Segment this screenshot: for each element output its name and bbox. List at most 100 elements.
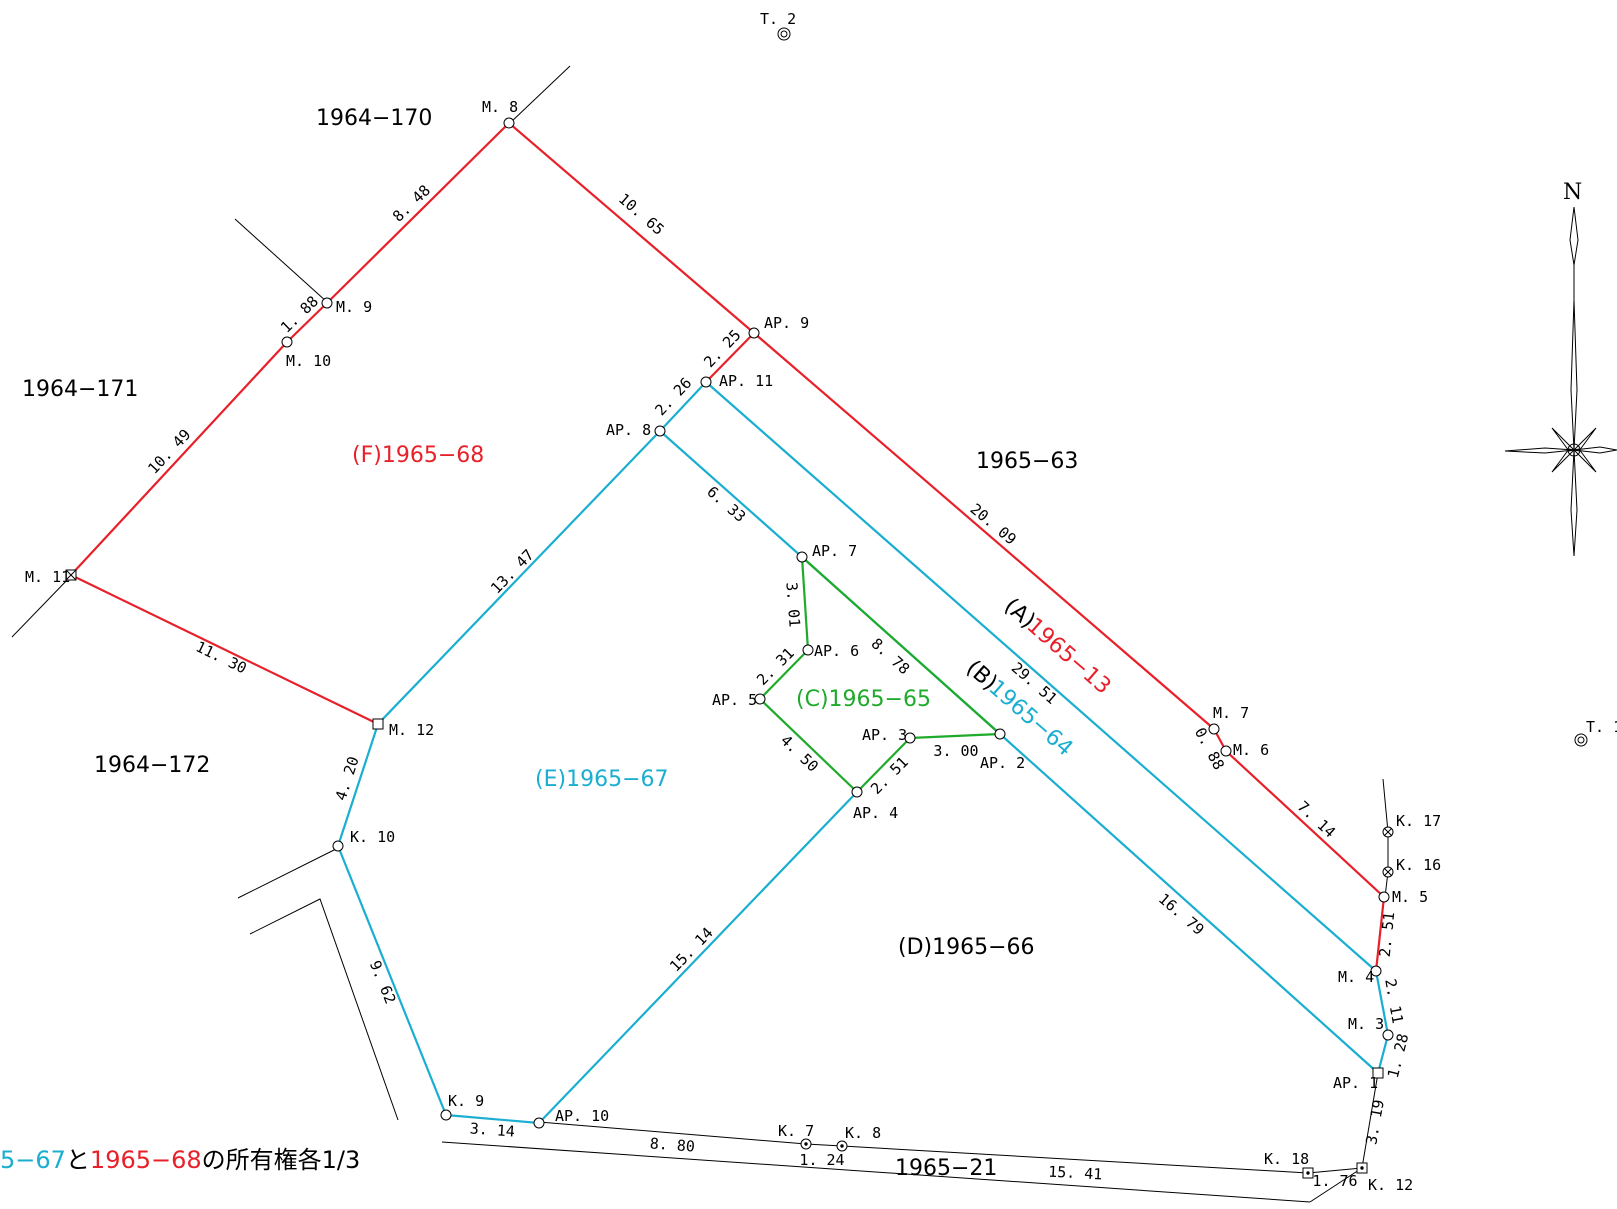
- parcel-a: (A) 1965−13: [999, 594, 1115, 700]
- label-t1: T. 1: [1586, 718, 1617, 736]
- marker-m3: [1382, 1029, 1394, 1041]
- marker-k16-x2: [1384, 868, 1392, 876]
- label-ap9: AP. 9: [764, 314, 809, 332]
- label-ap8: AP. 8: [606, 421, 651, 439]
- marker-ap9: [748, 327, 760, 339]
- label-ap11: AP. 11: [719, 372, 773, 390]
- label-m8: M. 8: [482, 98, 518, 116]
- marker-m9: [321, 297, 333, 309]
- marker-t2-inner: [780, 30, 788, 38]
- ref-line-k12-south: [1309, 1167, 1363, 1203]
- marker-k8-dot: [840, 1144, 844, 1148]
- marker-ap6: [802, 644, 814, 656]
- markers: [65, 27, 1588, 1179]
- ref-line-k18-k8: [841, 1145, 1309, 1174]
- ref-line-m9: [234, 218, 328, 303]
- ref-line-k17-north: [1382, 778, 1389, 833]
- north-arrow-center: [1567, 443, 1581, 457]
- label-ap10: AP. 10: [555, 1107, 609, 1125]
- parcel-f-prefix: (F): [352, 443, 382, 468]
- label-m11: M. 11: [25, 568, 70, 586]
- north-arrow-diag-3: [1572, 448, 1597, 473]
- label-m6: M. 6: [1233, 741, 1269, 759]
- label-ap1: AP. 1: [1333, 1074, 1378, 1092]
- parcel-labels: 1964−170 1964−171 1964−172 1965−63 1965−…: [22, 106, 1115, 1181]
- ref-line-k8-k7: [805, 1143, 843, 1147]
- north-arrow-east-spike: [1573, 446, 1617, 454]
- parcel-1964-170: 1964−170: [316, 106, 432, 131]
- marker-t1-inner: [1577, 736, 1585, 744]
- marker-k12-dot: [1360, 1166, 1364, 1170]
- parcel-1965-21: 1965−21: [895, 1156, 997, 1181]
- marker-ap5: [754, 693, 766, 705]
- marker-k7-dot: [804, 1142, 808, 1146]
- label-m5: M. 5: [1392, 888, 1428, 906]
- marker-k9: [440, 1109, 452, 1121]
- parcel-c-prefix: (C): [796, 687, 829, 712]
- parcel-d-prefix: (D): [898, 935, 932, 960]
- label-m10: M. 10: [286, 352, 331, 370]
- label-k18: K. 18: [1264, 1150, 1309, 1168]
- label-ap2: AP. 2: [980, 754, 1025, 772]
- dist-m8-ap9: 10. 65: [615, 190, 668, 239]
- label-m9: M. 9: [336, 298, 372, 316]
- ref-line-k7-ap10: [538, 1121, 807, 1145]
- note-part-1: 5−67: [0, 1146, 66, 1174]
- ref-line-m8: [509, 65, 571, 124]
- parcel-c-number: 1965−65: [829, 687, 931, 712]
- marker-ap4: [851, 786, 863, 798]
- label-k12: K. 12: [1368, 1176, 1413, 1194]
- parcel-d-outline: [659, 430, 1379, 1074]
- ref-line-m11: [11, 575, 72, 638]
- marker-ap7: [796, 551, 808, 563]
- marker-k10: [332, 840, 344, 852]
- label-m12: M. 12: [389, 721, 434, 739]
- label-ap4: AP. 4: [853, 804, 898, 822]
- dist-k10-k9: 9. 62: [366, 958, 400, 1007]
- north-arrow-diag-2: [1551, 427, 1576, 452]
- north-label: N: [1563, 180, 1582, 205]
- north-arrow-tip: [1569, 206, 1579, 266]
- ref-line-k10-b: [249, 898, 399, 1121]
- dist-ap7-ap2: 8. 78: [868, 634, 914, 678]
- dist-k9-ap10: 3. 14: [469, 1119, 515, 1140]
- label-k10: K. 10: [350, 828, 395, 846]
- north-arrow: N: [1504, 180, 1617, 557]
- label-ap3: AP. 3: [862, 726, 907, 744]
- parcel-e-number: 1965−67: [566, 767, 668, 792]
- red-boundary: [69, 121, 1386, 972]
- note-part-4: の所有権各1/3: [202, 1146, 361, 1174]
- ref-line-k10-a: [237, 847, 339, 899]
- ref-line-ap1-k12: [1361, 1072, 1379, 1169]
- parcel-c: (C)1965−65: [796, 687, 931, 712]
- parcel-b-outline: [705, 381, 1390, 1074]
- ref-line-south-road: [441, 1141, 1311, 1203]
- dist-ap10-k7: 8. 80: [649, 1134, 695, 1155]
- marker-m4: [1370, 965, 1382, 977]
- parcel-1964-172: 1964−172: [94, 753, 210, 778]
- marker-m6: [1220, 745, 1232, 757]
- label-ap7: AP. 7: [812, 542, 857, 560]
- adjoining-lines: [11, 65, 1389, 1203]
- parcel-e: (E)1965−67: [535, 767, 669, 792]
- label-t2: T. 2: [760, 10, 796, 28]
- dist-m5-m4: 2. 51: [1376, 911, 1399, 958]
- north-arrow-diag-1: [1572, 427, 1597, 452]
- parcel-f: (F)1965−68: [352, 443, 484, 468]
- label-k16: K. 16: [1396, 856, 1441, 874]
- dist-k7-k8: 1. 24: [799, 1151, 844, 1169]
- dist-ap11-ap8: 2. 26: [651, 374, 695, 419]
- marker-m5: [1378, 891, 1390, 903]
- label-k8: K. 8: [845, 1124, 881, 1142]
- marker-m7: [1208, 723, 1220, 735]
- marker-m8: [503, 117, 515, 129]
- marker-ap11: [700, 376, 712, 388]
- marker-ap2: [994, 728, 1006, 740]
- dist-ap3-ap2: 3. 00: [933, 742, 978, 760]
- dist-ap4-ap10: 15. 14: [666, 924, 717, 975]
- parcel-1965-63: 1965−63: [976, 449, 1078, 474]
- point-labels: T. 2 T. 1 M. 8 M. 9 M. 10 M. 11 M. 12 AP…: [25, 10, 1617, 1194]
- dist-ap7-ap6: 3. 01: [782, 582, 803, 628]
- marker-ap10: [533, 1117, 545, 1129]
